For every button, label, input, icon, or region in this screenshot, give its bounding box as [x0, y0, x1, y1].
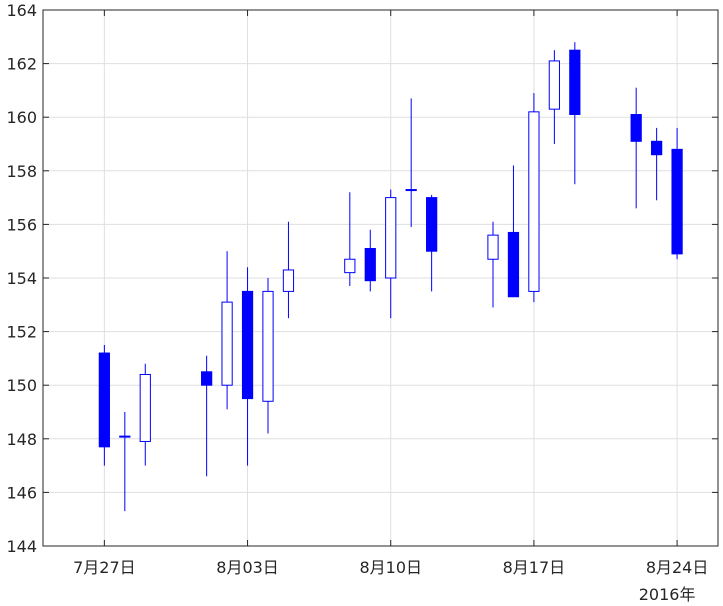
- candle-body-up: [282, 269, 295, 292]
- y-tick-label: 156: [6, 215, 37, 234]
- candle-body-up: [405, 189, 417, 192]
- candle-body-up: [262, 290, 274, 402]
- candle-body-down: [671, 148, 683, 255]
- x-tick-label: 8月03日: [216, 558, 279, 577]
- candle-body-down: [507, 231, 520, 298]
- y-tick-label: 162: [6, 55, 37, 74]
- y-tick-label: 146: [6, 483, 37, 502]
- y-tick-label: 158: [6, 162, 37, 181]
- candle-body-up: [548, 60, 560, 110]
- candle-body-down: [651, 140, 663, 156]
- plot-frame: [42, 9, 719, 547]
- x-tick-label: 7月27日: [73, 558, 136, 577]
- tick-labels: 144 146 148 150 152 154 156 158 160 162 164 7月27日 8月…: [6, 1, 708, 604]
- y-tick-label: 164: [6, 1, 37, 20]
- y-tick-label: 148: [6, 430, 37, 449]
- candle-body-up: [385, 197, 397, 279]
- candle-body-down: [364, 248, 376, 282]
- candle-body-up: [344, 258, 356, 274]
- candle-body-up: [221, 301, 233, 386]
- x-year-label: 2016年: [639, 585, 696, 604]
- candle-body-up: [528, 111, 540, 292]
- candles: [98, 42, 683, 512]
- candle-body-down: [426, 197, 438, 252]
- candle-body-down: [201, 371, 213, 386]
- candle-body-down: [241, 290, 254, 400]
- x-tick-label: 8月10日: [359, 558, 422, 577]
- y-tick-label: 152: [6, 323, 37, 342]
- y-tick-label: 150: [6, 376, 37, 395]
- x-tick-label: 8月24日: [646, 558, 709, 577]
- candle-body-up: [487, 234, 499, 260]
- y-tick-label: 160: [6, 108, 37, 127]
- candle-body-up: [119, 435, 131, 438]
- y-tick-label: 154: [6, 269, 37, 288]
- candle-body-up: [139, 373, 151, 442]
- candle-body-down: [98, 352, 110, 448]
- candle-body-down: [569, 49, 581, 116]
- x-tick-label: 8月17日: [503, 558, 566, 577]
- grid: [43, 10, 718, 546]
- candle-body-down: [630, 114, 642, 142]
- axes: [42, 9, 719, 547]
- y-tick-label: 144: [6, 537, 37, 556]
